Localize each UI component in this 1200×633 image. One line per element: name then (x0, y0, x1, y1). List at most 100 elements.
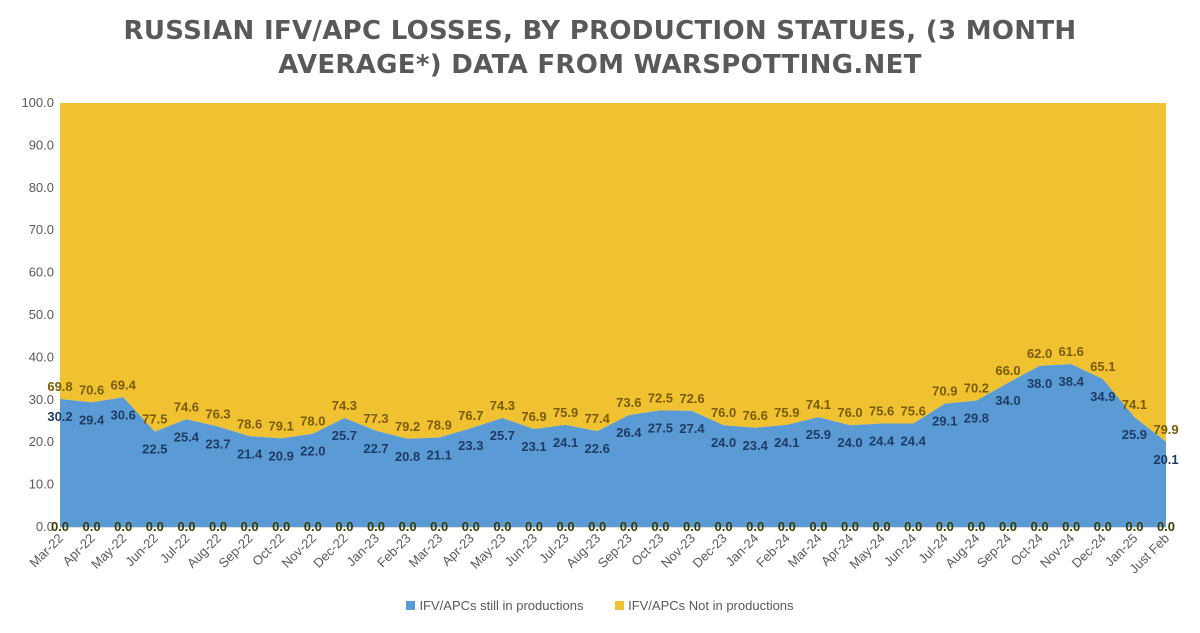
x-tick-label: Nov-23 (658, 531, 698, 571)
data-label-baseline: 0.0 (430, 519, 448, 534)
data-label-not-in-production: 70.2 (964, 381, 989, 396)
data-label-not-in-production: 76.3 (205, 407, 230, 422)
y-tick-label: 40.0 (29, 349, 54, 364)
chart-title-line-1: RUSSIAN IFV/APC LOSSES, BY PRODUCTION ST… (123, 16, 1077, 46)
area-in-production (60, 364, 1166, 527)
data-label-in-production: 24.4 (901, 434, 927, 449)
data-label-baseline: 0.0 (304, 519, 322, 534)
data-label-baseline: 0.0 (367, 519, 385, 534)
data-label-in-production: 20.9 (269, 448, 294, 463)
x-tick-label: Feb-23 (374, 531, 414, 571)
data-label-in-production: 38.0 (1027, 376, 1052, 391)
data-label-not-in-production: 78.0 (300, 414, 325, 429)
data-label-in-production: 27.4 (679, 421, 705, 436)
chart-title: RUSSIAN IFV/APC LOSSES, BY PRODUCTION ST… (0, 14, 1200, 82)
data-label-not-in-production: 74.1 (1122, 397, 1147, 412)
data-label-not-in-production: 75.6 (901, 404, 926, 419)
data-label-in-production: 22.0 (300, 444, 325, 459)
data-label-not-in-production: 75.9 (553, 405, 578, 420)
data-label-not-in-production: 66.0 (995, 363, 1020, 378)
data-label-baseline: 0.0 (904, 519, 922, 534)
data-label-not-in-production: 78.9 (427, 418, 452, 433)
data-label-not-in-production: 76.6 (743, 408, 768, 423)
data-label-baseline: 0.0 (778, 519, 796, 534)
data-label-not-in-production: 69.8 (47, 379, 72, 394)
data-label-in-production: 25.9 (1122, 427, 1147, 442)
data-label-not-in-production: 79.9 (1153, 422, 1178, 437)
data-label-baseline: 0.0 (146, 519, 164, 534)
data-label-not-in-production: 69.4 (111, 377, 137, 392)
data-label-not-in-production: 79.2 (395, 419, 420, 434)
data-label-not-in-production: 76.9 (521, 409, 546, 424)
data-label-baseline: 0.0 (525, 519, 543, 534)
data-label-in-production: 25.7 (490, 428, 515, 443)
data-label-baseline: 0.0 (936, 519, 954, 534)
data-label-in-production: 29.8 (964, 411, 989, 426)
data-label-not-in-production: 76.7 (458, 408, 483, 423)
data-label-baseline: 0.0 (1125, 519, 1143, 534)
x-tick-label: Jan-23 (343, 531, 382, 570)
data-label-not-in-production: 74.6 (174, 399, 199, 414)
data-label-baseline: 0.0 (873, 519, 891, 534)
data-label-in-production: 24.1 (553, 435, 578, 450)
data-label-baseline: 0.0 (651, 519, 669, 534)
data-label-baseline: 0.0 (746, 519, 764, 534)
data-label-baseline: 0.0 (620, 519, 638, 534)
data-label-baseline: 0.0 (114, 519, 132, 534)
data-label-in-production: 24.0 (837, 435, 862, 450)
data-label-not-in-production: 75.9 (774, 405, 799, 420)
data-label-in-production: 24.0 (711, 435, 736, 450)
legend-item-not-in-production: IFV/APCs Not in productions (615, 598, 794, 613)
chart-title-line-2: AVERAGE*) DATA FROM WARSPOTTING.NET (278, 50, 922, 80)
data-label-not-in-production: 77.3 (363, 411, 388, 426)
x-tick-label: Aug-24 (942, 531, 982, 571)
x-tick-label: Feb-24 (753, 531, 793, 571)
data-label-not-in-production: 76.0 (837, 405, 862, 420)
y-tick-label: 90.0 (29, 137, 54, 152)
data-label-in-production: 23.3 (458, 438, 483, 453)
y-tick-label: 50.0 (29, 307, 54, 322)
data-label-in-production: 20.8 (395, 449, 420, 464)
data-label-not-in-production: 74.3 (490, 398, 515, 413)
y-tick-label: 60.0 (29, 265, 54, 280)
legend: IFV/APCs still in productions IFV/APCs N… (0, 598, 1200, 613)
data-label-not-in-production: 65.1 (1090, 359, 1115, 374)
area-series (60, 103, 1166, 527)
y-tick-label: 100.0 (21, 95, 54, 110)
data-label-not-in-production: 72.5 (648, 390, 673, 405)
data-label-not-in-production: 75.6 (869, 404, 894, 419)
data-label-baseline: 0.0 (1157, 519, 1175, 534)
data-label-in-production: 23.4 (743, 438, 769, 453)
data-label-baseline: 0.0 (462, 519, 480, 534)
x-tick-label: Nov-22 (279, 531, 319, 571)
y-tick-label: 20.0 (29, 434, 54, 449)
data-label-in-production: 22.6 (585, 441, 610, 456)
y-tick-label: 80.0 (29, 180, 54, 195)
data-label-not-in-production: 79.1 (269, 418, 294, 433)
y-tick-label: 0.0 (36, 519, 54, 534)
x-tick-label: Nov-24 (1037, 531, 1077, 571)
data-label-not-in-production: 70.9 (932, 384, 957, 399)
data-label-in-production: 38.4 (1059, 374, 1085, 389)
x-tick-label: Aug-22 (184, 531, 224, 571)
data-label-not-in-production: 61.6 (1059, 344, 1084, 359)
data-label-in-production: 29.1 (932, 414, 957, 429)
data-label-baseline: 0.0 (999, 519, 1017, 534)
data-label-not-in-production: 74.3 (332, 398, 357, 413)
data-label-baseline: 0.0 (1062, 519, 1080, 534)
data-label-in-production: 23.7 (205, 437, 230, 452)
x-tick-label: Jun-22 (122, 531, 161, 570)
data-label-not-in-production: 78.6 (237, 416, 262, 431)
data-label-baseline: 0.0 (83, 519, 101, 534)
x-tick-label: Sep-23 (595, 531, 635, 571)
x-tick-label: May-22 (88, 531, 129, 572)
x-tick-label: Dec-24 (1069, 531, 1109, 571)
data-label-in-production: 34.9 (1090, 389, 1115, 404)
data-label-in-production: 25.4 (174, 429, 200, 444)
data-label-not-in-production: 77.4 (585, 411, 611, 426)
x-tick-label: May-23 (467, 531, 508, 572)
data-label-in-production: 25.7 (332, 428, 357, 443)
legend-item-in-production: IFV/APCs still in productions (406, 598, 583, 613)
